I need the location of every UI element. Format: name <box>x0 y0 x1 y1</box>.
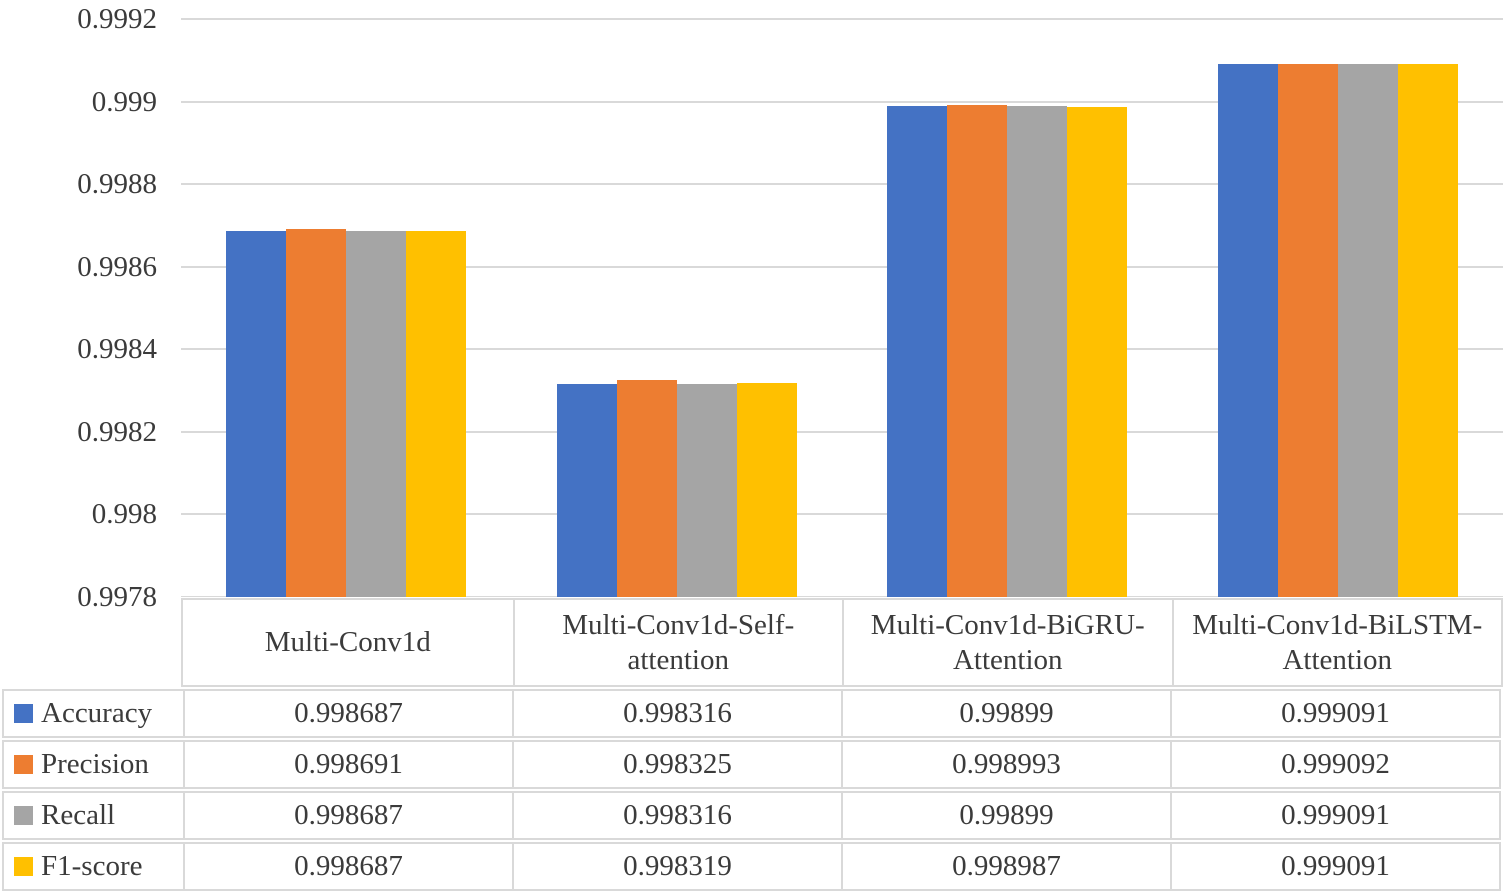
gridline-0.9986 <box>181 265 1503 268</box>
value-recall-multi-conv1d-self-attention: 0.998316 <box>512 793 841 838</box>
value-precision-multi-conv1d-self-attention: 0.998325 <box>512 742 841 787</box>
category-header-multi-conv1d-bigru-attention: Multi-Conv1d-BiGRU-Attention <box>842 600 1172 685</box>
value-recall-multi-conv1d-bilstm-attention: 0.999091 <box>1170 793 1499 838</box>
plot-area <box>181 0 1503 597</box>
gridline-0.9992 <box>181 18 1503 20</box>
bar-precision-multi-conv1d <box>286 229 347 597</box>
table-row-f1-score: F1-score 0.998687 0.998319 0.998987 0.999091 <box>2 842 1501 891</box>
legend-swatch-recall-icon <box>14 806 33 825</box>
bar-group-multi-conv1d-bigru-attention <box>842 0 1173 597</box>
legend-cell-accuracy: Accuracy <box>4 691 183 736</box>
legend-label: Recall <box>41 799 116 831</box>
legend-swatch-accuracy-icon <box>14 704 33 723</box>
legend-swatch-f1-score-icon <box>14 857 33 876</box>
y-tick-label: 0.9982 <box>77 415 157 448</box>
gridline-0.9988 <box>181 183 1503 186</box>
y-tick-label: 0.999 <box>91 85 157 118</box>
bar-recall-multi-conv1d <box>346 230 407 597</box>
category-header-multi-conv1d-bilstm-attention: Multi-Conv1d-BiLSTM-Attention <box>1171 600 1502 685</box>
gridline-0.998 <box>181 513 1503 516</box>
gridline-0.9982 <box>181 430 1503 433</box>
legend-label: Accuracy <box>41 697 153 729</box>
bar-group-multi-conv1d-self-attention <box>512 0 843 597</box>
bar-f1-score-multi-conv1d-self-attention <box>736 382 797 597</box>
bar-accuracy-multi-conv1d-bigru-attention <box>887 105 948 597</box>
value-accuracy-multi-conv1d-bilstm-attention: 0.999091 <box>1170 691 1499 736</box>
table-row-accuracy: Accuracy 0.998687 0.998316 0.99899 0.999091 <box>2 689 1501 738</box>
value-precision-multi-conv1d: 0.998691 <box>183 742 512 787</box>
bar-group-multi-conv1d <box>181 0 512 597</box>
bar-group-multi-conv1d-bilstm-attention <box>1173 0 1503 597</box>
legend-label: Precision <box>41 748 149 780</box>
value-precision-multi-conv1d-bilstm-attention: 0.999092 <box>1170 742 1499 787</box>
legend-label: F1-score <box>41 850 143 882</box>
y-tick-label: 0.998 <box>91 498 157 531</box>
category-header-multi-conv1d-self-attention: Multi-Conv1d-Self-attention <box>512 600 843 685</box>
bar-precision-multi-conv1d-bilstm-attention <box>1277 63 1338 597</box>
value-accuracy-multi-conv1d-bigru-attention: 0.99899 <box>841 691 1170 736</box>
table-row-recall: Recall 0.998687 0.998316 0.99899 0.999091 <box>2 791 1501 840</box>
legend-swatch-precision-icon <box>14 755 33 774</box>
gridline-0.999 <box>181 100 1503 103</box>
legend-cell-precision: Precision <box>4 742 183 787</box>
legend-cell-recall: Recall <box>4 793 183 838</box>
bar-recall-multi-conv1d-bilstm-attention <box>1337 64 1398 597</box>
bar-accuracy-multi-conv1d-bilstm-attention <box>1217 64 1278 597</box>
bar-precision-multi-conv1d-self-attention <box>616 380 677 597</box>
y-tick-label: 0.9992 <box>77 3 157 35</box>
gridline-0.9978 <box>181 596 1503 597</box>
bar-accuracy-multi-conv1d <box>226 230 287 597</box>
legend-cell-f1-score: F1-score <box>4 844 183 889</box>
bar-f1-score-multi-conv1d-bigru-attention <box>1067 106 1128 597</box>
bar-f1-score-multi-conv1d <box>406 230 467 597</box>
bar-recall-multi-conv1d-bigru-attention <box>1007 105 1068 597</box>
y-axis: 0.9978 0.998 0.9982 0.9984 0.9986 0.9988 0.999… <box>0 0 181 613</box>
data-table: Multi-Conv1d Multi-Conv1d-Self-attention M… <box>0 598 1503 891</box>
data-table-header-row: Multi-Conv1d Multi-Conv1d-Self-attention M… <box>181 598 1503 687</box>
value-recall-multi-conv1d: 0.998687 <box>183 793 512 838</box>
y-tick-label: 0.9988 <box>77 168 157 201</box>
value-accuracy-multi-conv1d: 0.998687 <box>183 691 512 736</box>
bar-recall-multi-conv1d-self-attention <box>676 384 737 597</box>
y-tick-label: 0.9978 <box>77 581 157 613</box>
value-accuracy-multi-conv1d-self-attention: 0.998316 <box>512 691 841 736</box>
value-f1-score-multi-conv1d: 0.998687 <box>183 844 512 889</box>
bar-precision-multi-conv1d-bigru-attention <box>947 104 1008 597</box>
y-tick-label: 0.9984 <box>77 333 157 366</box>
value-precision-multi-conv1d-bigru-attention: 0.998993 <box>841 742 1170 787</box>
value-f1-score-multi-conv1d-bilstm-attention: 0.999091 <box>1170 844 1499 889</box>
bar-accuracy-multi-conv1d-self-attention <box>556 384 617 597</box>
gridline-0.9984 <box>181 348 1503 351</box>
value-f1-score-multi-conv1d-self-attention: 0.998319 <box>512 844 841 889</box>
y-tick-label: 0.9986 <box>77 250 157 283</box>
table-row-precision: Precision 0.998691 0.998325 0.998993 0.99909… <box>2 740 1501 789</box>
bar-f1-score-multi-conv1d-bilstm-attention <box>1397 64 1458 597</box>
value-recall-multi-conv1d-bigru-attention: 0.99899 <box>841 793 1170 838</box>
bar-chart: 0.9978 0.998 0.9982 0.9984 0.9986 0.9988 0.999… <box>0 0 1503 613</box>
value-f1-score-multi-conv1d-bigru-attention: 0.998987 <box>841 844 1170 889</box>
category-header-multi-conv1d: Multi-Conv1d <box>264 626 431 659</box>
